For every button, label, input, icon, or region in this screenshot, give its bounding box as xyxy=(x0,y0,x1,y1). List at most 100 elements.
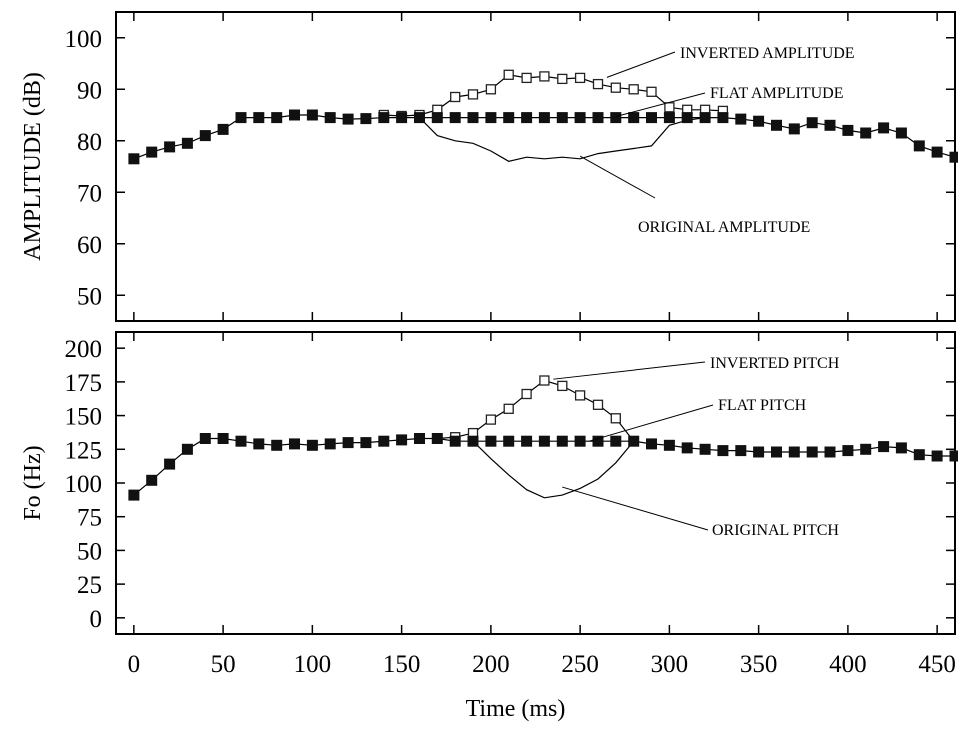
panel-0-series-0-point xyxy=(414,112,425,124)
panel-1-series-0-point xyxy=(931,450,943,462)
panel-1-series-0-point xyxy=(289,438,300,450)
panel-0-series-1-point xyxy=(539,71,550,82)
panel-0-series-1-point xyxy=(646,86,657,97)
panel-0-series-0-point xyxy=(396,112,408,124)
panel-0-series-0-point xyxy=(735,113,747,125)
panel-1-series-0-point xyxy=(128,489,140,501)
panel-1-annotation-1-leader xyxy=(588,404,714,442)
panel-0-series-0-point xyxy=(806,117,818,129)
panel-1-series-0-point xyxy=(449,435,461,447)
panel-0-series-0-point xyxy=(289,109,300,121)
panel-1-ytick-label: 175 xyxy=(65,370,103,397)
panel-0-series-0-point xyxy=(306,109,318,121)
panel-1-series-0-point xyxy=(360,437,372,449)
panel-1-annotation-2-leader xyxy=(562,486,709,531)
panel-1-y-axis-title: Fo (Hz) xyxy=(20,445,46,520)
panel-0-series-0-point xyxy=(378,112,390,124)
panel-0-series-0-point xyxy=(538,112,550,124)
panel-0-annotation-2: ORIGINAL AMPLITUDE xyxy=(638,219,810,236)
panel-1-series-0-point xyxy=(271,439,283,451)
x-tick-label: 200 xyxy=(472,651,510,678)
panel-0-series-0-point xyxy=(931,146,943,158)
panel-0-series-1-point xyxy=(628,84,639,95)
x-tick-label: 150 xyxy=(383,651,421,678)
panel-1-series-0-point xyxy=(717,445,729,457)
panel-1-series-0-point xyxy=(378,435,390,447)
panel-1-annotation-2: ORIGINAL PITCH xyxy=(712,522,839,539)
panel-1-series-0-point xyxy=(788,446,800,458)
panel-0-series-0-point xyxy=(431,112,443,124)
panel-0-frame xyxy=(115,11,956,322)
panel-1-ytick-label: 25 xyxy=(77,572,102,599)
panel-0-series-0-point xyxy=(181,137,193,149)
panel-1-ytick-label: 200 xyxy=(65,336,103,363)
panel-1-series-1-line xyxy=(437,379,635,442)
panel-0-series-0-point xyxy=(681,112,693,124)
x-tick-label: 400 xyxy=(829,651,867,678)
panel-0-series-0-point xyxy=(503,112,515,124)
panel-1-series-0-point xyxy=(342,437,354,449)
panel-0-annotation-1: FLAT AMPLITUDE xyxy=(710,85,844,102)
panel-1-series-0-point xyxy=(164,458,176,470)
panel-0-series-0-point xyxy=(842,124,854,136)
panel-1-series-0-point xyxy=(592,435,604,447)
panel-0-series-0-point xyxy=(324,112,336,124)
panel-1-ytick-label: 150 xyxy=(65,404,103,431)
panel-1-series-0-point xyxy=(663,439,675,451)
panel-1-series-0-point xyxy=(414,433,425,444)
panel-1-series-1-point xyxy=(539,375,550,386)
panel-1-series-2-line xyxy=(472,440,635,499)
panel-0-series-0-point xyxy=(592,112,604,124)
panel-1-series-0-point xyxy=(610,435,622,447)
panel-1-ytick-label: 0 xyxy=(90,606,103,633)
panel-0-series-0-point xyxy=(253,112,265,124)
x-tick-label: 250 xyxy=(561,651,599,678)
panel-0-annotation-2-leader xyxy=(579,155,656,199)
panel-1-series-0-point xyxy=(895,442,907,454)
panel-0-ytick-label: 50 xyxy=(77,283,102,310)
panel-1-series-0-point xyxy=(824,446,836,458)
panel-1-annotation-1: FLAT PITCH xyxy=(718,397,807,414)
panel-0-series-1-point xyxy=(592,78,604,90)
panel-1-series-0-point xyxy=(181,443,193,455)
panel-0-series-0-point xyxy=(556,112,568,124)
panel-1-series-0-point xyxy=(431,433,443,444)
panel-1-series-0-point xyxy=(735,445,747,457)
panel-1-series-1-point xyxy=(610,413,621,424)
panel-1-series-0-point xyxy=(253,438,265,450)
panel-0-series-0-point xyxy=(628,112,640,124)
panel-0-ytick-label: 80 xyxy=(77,129,102,156)
panel-1-ytick-label: 50 xyxy=(77,538,102,565)
panel-1-series-0-point xyxy=(235,435,247,447)
x-tick-label: 350 xyxy=(740,651,778,678)
panel-0-series-0-point xyxy=(913,140,925,152)
panel-0-series-0-point xyxy=(521,112,533,124)
panel-0-series-0-point xyxy=(771,119,782,131)
panel-0-series-0-point xyxy=(717,112,729,124)
panel-1-series-0-point xyxy=(681,442,693,454)
panel-1-series-0-point xyxy=(913,449,925,461)
panel-0-series-0-point xyxy=(128,153,140,165)
x-tick-label: 50 xyxy=(211,651,236,678)
panel-0-annotation-0-leader xyxy=(606,51,676,78)
panel-1-series-0-point xyxy=(878,441,890,453)
panel-0-series-0-point xyxy=(860,127,872,139)
panel-1-series-1-point xyxy=(557,380,568,392)
panel-0-ytick-label: 70 xyxy=(77,180,102,207)
panel-0-series-2-line xyxy=(419,117,706,162)
panel-0-series-0-point xyxy=(235,112,247,124)
panel-0-series-1-point xyxy=(503,69,514,80)
panel-0-series-0-point xyxy=(895,127,907,139)
panel-0-series-1-point xyxy=(557,73,568,85)
panel-1-series-0-point xyxy=(574,435,586,447)
panel-0-series-0-point xyxy=(646,112,657,124)
panel-0-series-1-point xyxy=(610,82,621,93)
panel-1-series-0-point xyxy=(628,435,640,447)
panel-0-series-1-point xyxy=(574,72,586,84)
panel-1-series-0-point xyxy=(396,434,408,446)
panel-0-series-0-point xyxy=(271,112,283,124)
panel-0-series-0-point xyxy=(878,122,890,134)
panel-0-series-0-point xyxy=(574,112,586,124)
panel-1-series-1-point xyxy=(485,414,497,425)
